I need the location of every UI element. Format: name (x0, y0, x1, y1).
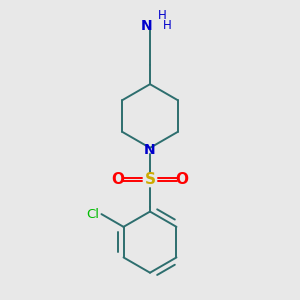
Text: O: O (175, 172, 188, 187)
Text: S: S (145, 172, 155, 187)
Text: N: N (141, 19, 152, 33)
Text: N: N (144, 143, 156, 157)
Text: H: H (158, 9, 166, 22)
Text: H: H (163, 19, 171, 32)
Text: Cl: Cl (86, 208, 99, 220)
Text: O: O (112, 172, 125, 187)
